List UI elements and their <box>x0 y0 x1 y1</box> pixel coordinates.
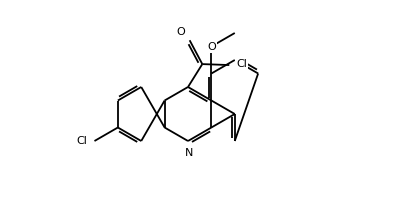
Text: Cl: Cl <box>236 59 247 69</box>
Text: O: O <box>176 27 185 37</box>
Text: N: N <box>185 148 193 158</box>
Text: Cl: Cl <box>76 136 88 146</box>
Text: O: O <box>207 42 216 52</box>
